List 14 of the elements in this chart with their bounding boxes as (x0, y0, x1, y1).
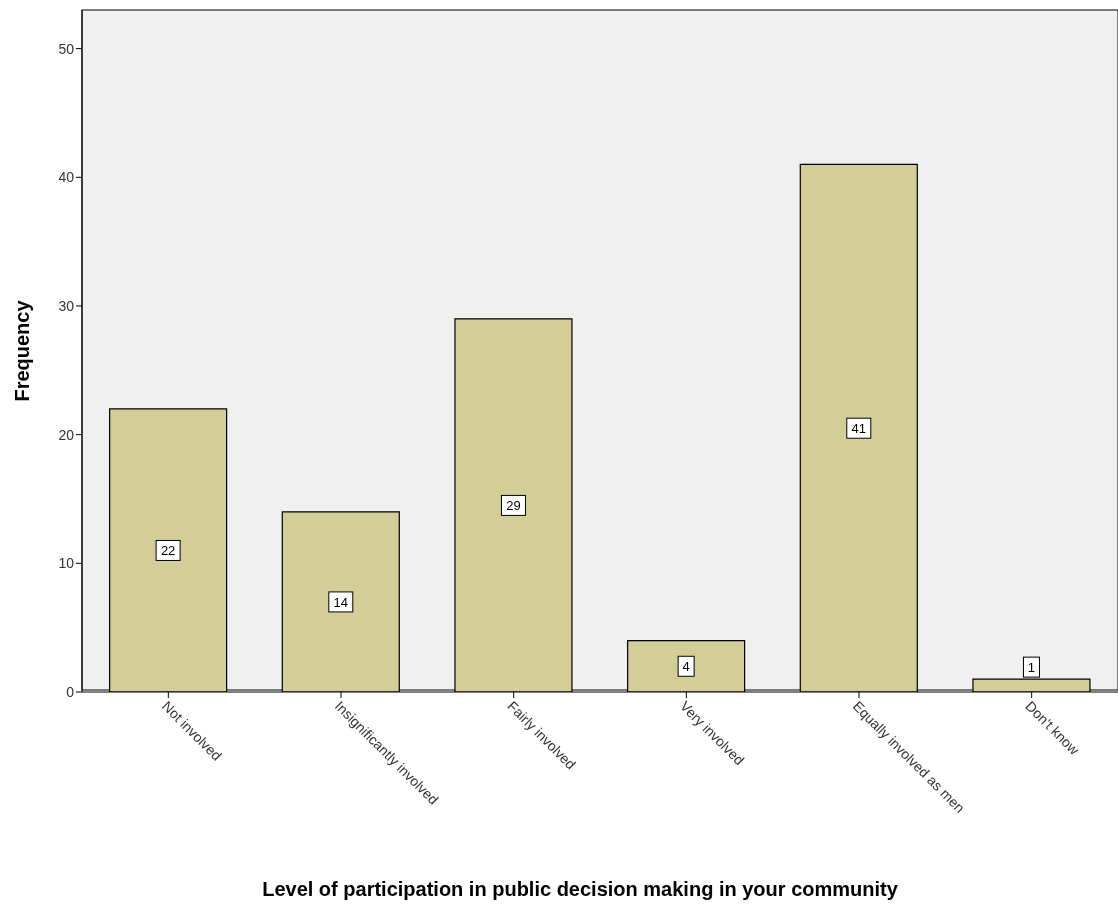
data-label: 22 (160, 543, 176, 559)
y-tick-label: 10 (58, 555, 75, 572)
data-label: 14 (333, 594, 349, 610)
y-tick-label: 0 (66, 683, 75, 700)
y-axis-title: Frequency (11, 299, 34, 402)
data-label: 41 (851, 421, 867, 437)
data-label: 29 (506, 498, 521, 514)
x-axis-title: Level of participation in public decision making in your community (262, 878, 899, 900)
data-label: 4 (682, 659, 690, 675)
data-label: 1 (1027, 660, 1036, 676)
y-tick-label: 20 (58, 426, 75, 443)
y-tick-label: 30 (58, 297, 75, 314)
y-tick-label: 50 (58, 40, 75, 57)
y-tick-label: 40 (58, 169, 75, 186)
